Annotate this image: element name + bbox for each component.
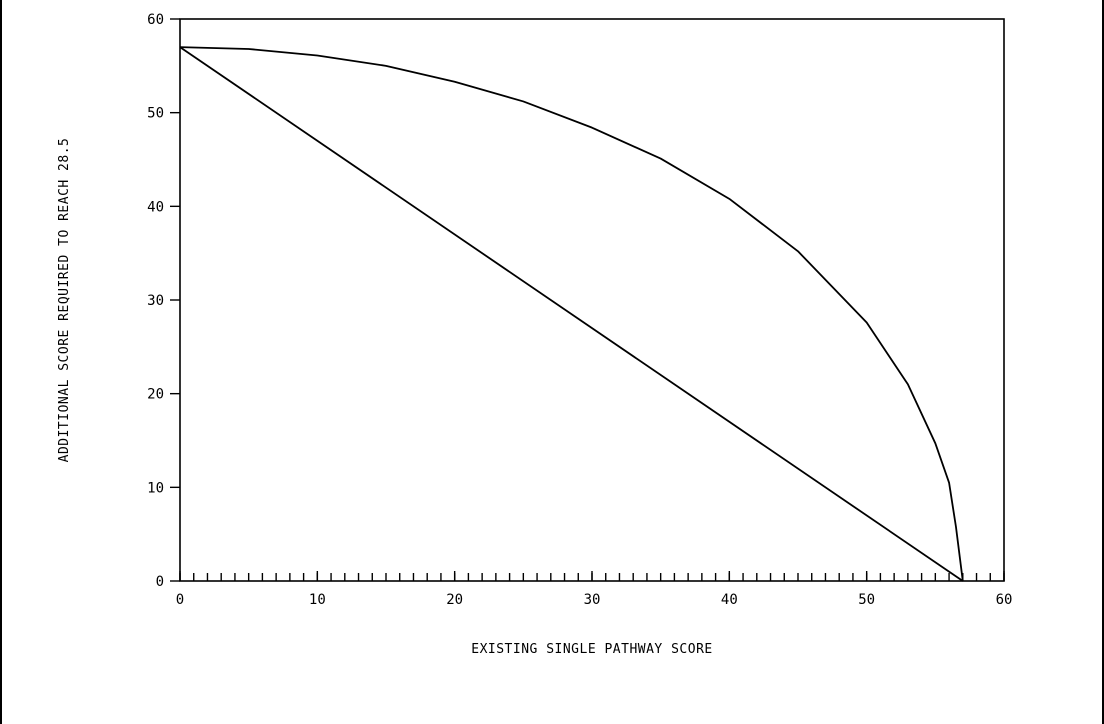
y-tick-label: 50 (147, 106, 164, 122)
x-tick-label: 40 (721, 592, 738, 608)
x-tick-label: 20 (446, 592, 463, 608)
x-tick-label: 0 (176, 592, 184, 608)
x-tick-label: 10 (309, 592, 326, 608)
x-axis-ticks: 0 10 20 30 40 50 60 (176, 571, 1013, 608)
x-tick-label: 30 (584, 592, 601, 608)
y-tick-label: 30 (147, 293, 164, 309)
x-tick-label: 50 (858, 592, 875, 608)
x-axis-title: EXISTING SINGLE PATHWAY SCORE (471, 642, 712, 657)
y-tick-label: 60 (147, 12, 164, 28)
y-tick-label: 20 (147, 387, 164, 403)
series-line-linear (179, 46, 964, 582)
x-tick-label: 60 (996, 592, 1013, 608)
y-axis-ticks: 0 10 20 30 40 50 60 (147, 12, 180, 590)
plot-area-frame (179, 18, 1005, 582)
y-tick-label: 40 (147, 199, 164, 215)
series-line-curve (179, 46, 964, 582)
y-axis-title: ADDITIONAL SCORE REQUIRED TO REACH 28.5 (57, 138, 72, 463)
y-tick-label: 10 (147, 480, 164, 496)
series-layer (179, 46, 964, 582)
y-tick-label: 0 (156, 574, 164, 590)
